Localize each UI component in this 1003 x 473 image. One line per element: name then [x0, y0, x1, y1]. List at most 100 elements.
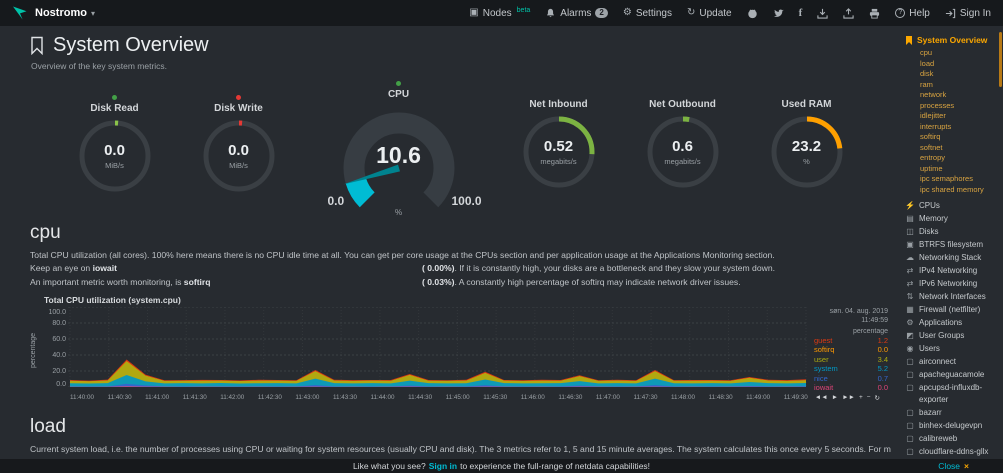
y-axis-label: percentage	[30, 332, 37, 368]
settings-button[interactable]: ⚙ Settings	[623, 8, 672, 19]
cpu-section-description: Total CPU utilization (all cores). 100% …	[30, 249, 891, 289]
sidebar-subitem-softnet[interactable]: softnet	[920, 142, 943, 152]
network-interfaces-icon: ⇅	[906, 291, 914, 301]
container-icon: ▢	[906, 382, 914, 392]
sidebar-item-apcupsd-influxdb-exporter[interactable]: ▢ apcupsd-influxdb-exporter	[905, 381, 1001, 406]
play-button[interactable]: ►	[831, 393, 839, 401]
sidebar-subitem-entropy[interactable]: entropy	[920, 153, 946, 162]
legend-item-guest[interactable]: guest 1.2	[814, 336, 888, 346]
github-icon	[747, 8, 757, 18]
legend-label: guest	[814, 335, 833, 345]
sidebar-item-system-overview[interactable]: System Overview	[905, 34, 1001, 46]
legend-label: iowait	[814, 383, 834, 393]
pan-right-button[interactable]: ►►	[842, 393, 855, 401]
gauge-disk-read[interactable]: Disk Read 0.0 MiB/s	[63, 95, 167, 194]
sidebar-item-cloudflare-ddns-gllx[interactable]: ▢ cloudflare-ddns-gllx	[905, 445, 1001, 458]
gauge-disk-write[interactable]: Disk Write 0.0 MiB/s	[187, 95, 291, 194]
sidebar-item-users[interactable]: ◉ Users	[905, 342, 1001, 355]
sidebar-item-calibreweb[interactable]: ▢ calibreweb	[905, 432, 1001, 445]
sidebar-subitem-ipc-shared-memory[interactable]: ipc shared memory	[920, 184, 984, 194]
legend-value: 0.7	[877, 373, 888, 383]
svg-text:80.0: 80.0	[52, 320, 66, 327]
chevron-down-icon[interactable]: ▾	[90, 8, 95, 18]
gauge-unit: megabits/s	[540, 157, 577, 166]
signin-button[interactable]: Sign In	[945, 8, 991, 19]
twitter-button[interactable]	[773, 8, 784, 19]
container-icon: ▢	[906, 420, 914, 430]
sidebar-subitem-idlejitter[interactable]: idlejitter	[920, 111, 946, 120]
settings-label: Settings	[635, 7, 672, 19]
help-button[interactable]: ? Help	[895, 8, 930, 19]
cpu-utilization-chart[interactable]: Total CPU utilization (system.cpu) perce…	[30, 295, 888, 402]
sidebar-item-applications[interactable]: ⚙ Applications	[905, 316, 1001, 329]
alarms-button[interactable]: Alarms 2	[545, 8, 608, 19]
legend-item-softirq[interactable]: softirq 0.0	[814, 345, 888, 355]
export-snapshot-button[interactable]	[843, 7, 854, 19]
legend-item-iowait[interactable]: iowait 0.0	[814, 383, 888, 393]
cpu-plot-area[interactable]: 0.0 20.0 40.0 60.0 80.0 100.0	[42, 306, 808, 387]
legend-item-user[interactable]: user 3.4	[814, 355, 888, 365]
sidebar-item-disks[interactable]: ◫ Disks	[905, 225, 1001, 238]
gauge-value: 0.0	[228, 142, 249, 159]
banner-text-post: to experience the full-range of netdata …	[460, 461, 651, 471]
gauge-value: 0.0	[104, 142, 125, 159]
print-button[interactable]	[869, 8, 880, 19]
sidebar-subitem-processes[interactable]: processes	[920, 100, 955, 110]
sidebar-item-user-groups[interactable]: ◩ User Groups	[905, 329, 1001, 342]
gauge-cpu[interactable]: CPU 10.6 0.0 100.0 %	[311, 81, 487, 217]
sidebar-subitem-uptime[interactable]: uptime	[920, 163, 943, 173]
sidebar-item-networking-stack[interactable]: ☁ Networking Stack	[905, 251, 1001, 264]
gauge-ring	[203, 120, 274, 192]
applications-icon: ⚙	[906, 317, 914, 327]
sidebar-subitem-network[interactable]: network	[920, 90, 947, 99]
gauge-net-inbound[interactable]: Net Inbound 0.52 megabits/s	[507, 99, 611, 190]
sidebar-item-btrfs-filesystem[interactable]: ▣ BTRFS filesystem	[905, 238, 1001, 251]
sidebar-item-firewall-netfilter[interactable]: ▦ Firewall (netfilter)	[905, 303, 1001, 316]
nodes-button[interactable]: ▣ Nodes beta	[469, 7, 530, 19]
legend-label: system	[814, 364, 838, 374]
sidebar-item-network-interfaces[interactable]: ⇅ Network Interfaces	[905, 290, 1001, 303]
zoom-in-button[interactable]: +	[858, 393, 863, 401]
gauge-used-ram[interactable]: Used RAM 23.2 %	[755, 99, 859, 190]
import-snapshot-button[interactable]	[817, 8, 828, 19]
gauge-net-outbound[interactable]: Net Outbound 0.6 megabits/s	[631, 99, 735, 190]
sidebar-subitem-cpu[interactable]: cpu	[920, 48, 933, 57]
update-button[interactable]: ↻ Update	[687, 8, 732, 19]
sidebar-subitems: cpu load disk ram network processes idlejitter…	[905, 48, 1001, 195]
sidebar-item-airconnect[interactable]: ▢ airconnect	[905, 355, 1001, 368]
description-text: Current system load, i.e. the number of …	[30, 443, 891, 454]
close-banner-button[interactable]: Close ×	[938, 461, 969, 471]
scrollbar-thumb[interactable]	[999, 32, 1002, 87]
sidebar-item-cpus[interactable]: ⚡ CPUs	[905, 199, 1001, 212]
legend-item-system[interactable]: system 5.2	[814, 364, 888, 374]
sidebar-subitem-ipc-semaphores[interactable]: ipc semaphores	[920, 174, 973, 183]
sidebar-item-apacheguacamole[interactable]: ▢ apacheguacamole	[905, 368, 1001, 381]
signin-link[interactable]: Sign in	[428, 461, 458, 471]
sidebar-item-label: bazarr	[919, 407, 942, 417]
sidebar-subitem-disk[interactable]: disk	[920, 69, 934, 78]
reset-zoom-button[interactable]: ↻	[874, 394, 880, 402]
gauge-title: CPU	[387, 89, 410, 100]
zoom-out-button[interactable]: −	[866, 393, 871, 401]
github-button[interactable]	[747, 8, 758, 19]
facebook-button[interactable]: f	[799, 7, 803, 19]
sidebar-subitem-softirq[interactable]: softirq	[920, 132, 941, 141]
sidebar-item-binhex-delugevpn[interactable]: ▢ binhex-delugevpn	[905, 419, 1001, 432]
sidebar-item-memory[interactable]: ▤ Memory	[905, 212, 1001, 225]
hostname-button[interactable]: Nostromo	[35, 7, 87, 19]
sidebar-subitem-interrupts[interactable]: interrupts	[920, 121, 952, 131]
sidebar-item-ipv6-networking[interactable]: ⇄ IPv6 Networking	[905, 277, 1001, 290]
sidebar-subitem-ram[interactable]: ram	[920, 79, 933, 89]
x-axis-tick: 11:42:30	[257, 394, 282, 402]
x-axis-tick: 11:47:00	[595, 394, 620, 402]
sidebar-item-label: binhex-delugevpn	[919, 420, 983, 430]
sidebar-item-ipv4-networking[interactable]: ⇄ IPv4 Networking	[905, 264, 1001, 277]
svg-text:20.0: 20.0	[52, 368, 66, 375]
netdata-logo-icon[interactable]	[12, 5, 28, 21]
load-section-heading: load	[30, 415, 66, 437]
sidebar-item-bazarr[interactable]: ▢ bazarr	[905, 406, 1001, 419]
pan-left-button[interactable]: ◄◄	[814, 393, 828, 401]
sidebar-subitem-load[interactable]: load	[920, 58, 935, 68]
banner-text-pre: Like what you see?	[352, 461, 426, 471]
legend-item-nice[interactable]: nice 0.7	[814, 374, 888, 384]
